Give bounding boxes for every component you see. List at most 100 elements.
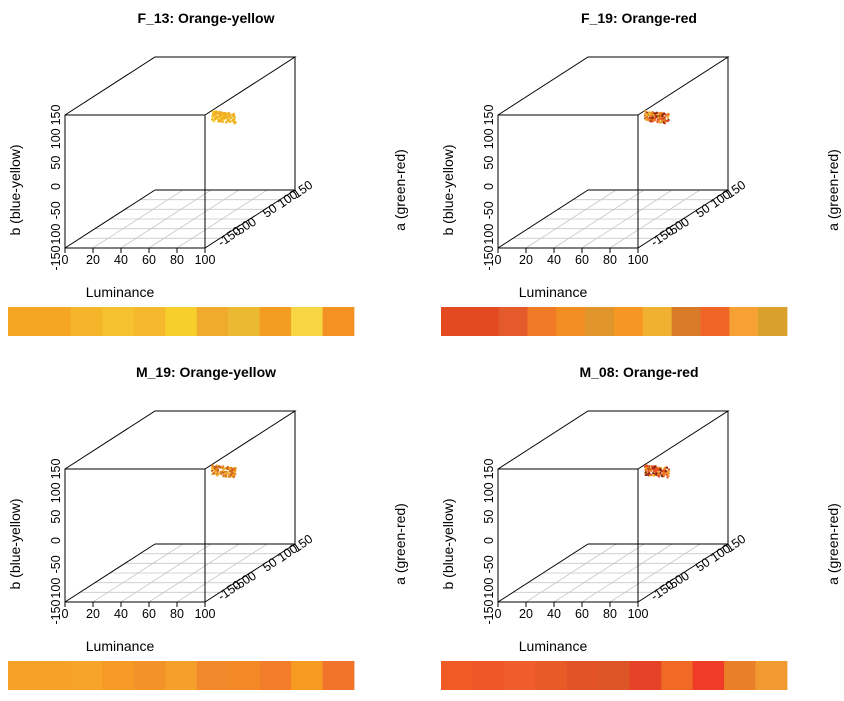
color-swatch — [700, 307, 730, 336]
y-axis-label: a (green-red) — [825, 149, 841, 231]
chart-panel-3: M_19: Orange-yellow 0 20 40 60 80 100 Luminance… — [7, 364, 408, 690]
data-point — [661, 114, 664, 118]
data-point — [229, 470, 232, 473]
chart-panel-4: M_08: Orange-red 0 20 40 60 80 100 Luminance -15… — [440, 364, 841, 690]
z-tick-label: 0 — [482, 183, 496, 190]
z-tick-label: 150 — [49, 105, 63, 126]
data-point — [664, 470, 668, 473]
color-swatch — [102, 307, 135, 336]
x-tick-label: 0 — [495, 253, 502, 267]
data-point — [648, 111, 651, 115]
x-tick-label: 60 — [575, 253, 589, 267]
cube-top-edges — [64, 56, 297, 116]
data-point — [216, 474, 219, 477]
data-point — [230, 116, 233, 119]
data-point — [653, 465, 657, 469]
data-point — [655, 467, 658, 470]
z-tick-label: 0 — [482, 537, 496, 544]
data-point — [222, 115, 225, 119]
data-point — [654, 470, 657, 473]
data-point — [227, 114, 231, 118]
x-axis-label: Luminance — [519, 638, 588, 654]
color-swatch — [556, 307, 586, 336]
color-swatch — [133, 661, 166, 690]
color-swatch — [755, 661, 788, 690]
data-points — [643, 464, 670, 479]
color-swatches — [441, 307, 788, 336]
color-swatch — [165, 307, 198, 336]
data-point — [663, 116, 666, 119]
data-point — [219, 120, 223, 123]
color-swatch — [472, 661, 505, 690]
cube-front-face — [497, 468, 639, 603]
data-point — [659, 113, 662, 117]
data-point — [210, 118, 214, 121]
color-swatch — [259, 661, 292, 690]
data-point — [218, 465, 221, 468]
cube-top-edges — [497, 56, 730, 116]
data-point — [644, 467, 648, 470]
color-swatch — [259, 307, 292, 336]
data-point — [219, 113, 223, 117]
data-point — [229, 473, 233, 476]
x-tick-label: 100 — [628, 607, 649, 621]
cube-depth-edge — [497, 189, 589, 249]
x-tick-label: 40 — [547, 607, 561, 621]
data-point — [650, 117, 654, 120]
data-point — [653, 112, 657, 115]
z-tick-label: 100 — [482, 482, 496, 503]
data-point — [223, 467, 226, 470]
x-tick-label: 60 — [142, 607, 156, 621]
z-tick-label: 50 — [482, 156, 496, 170]
data-point — [648, 472, 651, 475]
color-swatches — [8, 661, 355, 690]
y-tick-label: 50 — [260, 555, 279, 574]
cube-front-face — [64, 114, 206, 249]
data-point — [228, 473, 231, 477]
cube-depth-edge — [497, 543, 589, 603]
color-swatch — [228, 307, 261, 336]
data-point — [228, 120, 231, 123]
data-point — [667, 470, 670, 473]
chart-panel-1: F_13: Orange-yellow 0 20 40 60 80 100 Luminance… — [7, 10, 408, 336]
x-tick-label: 100 — [628, 253, 649, 267]
data-point — [227, 112, 231, 115]
data-point — [211, 110, 214, 113]
data-point — [662, 119, 665, 122]
cube-top-edges — [497, 410, 730, 470]
data-points — [210, 110, 237, 125]
cube-box — [64, 410, 297, 603]
data-point — [212, 472, 215, 475]
x-tick-label: 100 — [195, 253, 216, 267]
data-point — [645, 116, 649, 119]
x-tick-label: 20 — [519, 607, 533, 621]
color-swatch — [228, 661, 261, 690]
color-swatch — [8, 661, 40, 690]
x-tick-label: 20 — [86, 253, 100, 267]
chart-title: F_13: Orange-yellow — [138, 10, 275, 26]
color-swatch — [39, 661, 72, 690]
color-swatch — [527, 307, 557, 336]
data-point — [652, 113, 655, 117]
color-swatch — [614, 307, 644, 336]
data-point — [644, 113, 647, 116]
color-swatch — [642, 307, 673, 336]
data-point — [232, 112, 236, 116]
color-swatch — [102, 661, 135, 690]
data-point — [214, 471, 218, 474]
data-point — [644, 471, 647, 474]
color-swatch — [661, 661, 694, 690]
data-point — [663, 467, 667, 471]
data-point — [649, 115, 653, 118]
data-point — [662, 112, 666, 115]
x-tick-label: 80 — [603, 253, 617, 267]
data-point — [232, 118, 236, 122]
cube-top-edges — [64, 410, 297, 470]
data-point — [233, 121, 237, 124]
color-swatch — [39, 307, 72, 336]
data-point — [647, 466, 650, 469]
